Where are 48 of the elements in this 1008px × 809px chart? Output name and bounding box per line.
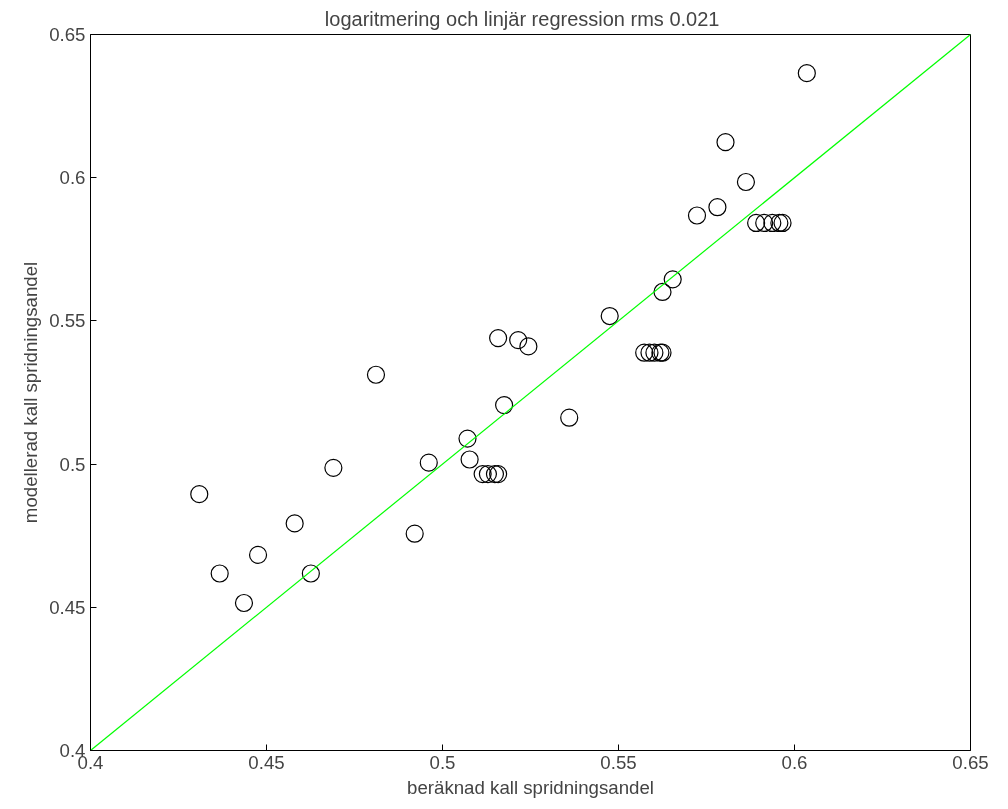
- point: [473, 465, 492, 484]
- chart-title: logaritmering och linjär regression rms 0.021: [324, 7, 720, 30]
- point: [405, 524, 424, 543]
- x-tick-label: 0.6: [781, 751, 808, 773]
- point: [478, 465, 498, 484]
- y-axis-title: modellerad kall spridningsandel: [20, 261, 42, 524]
- x-tick-label: 0.5: [429, 751, 456, 773]
- point: [645, 343, 664, 362]
- point: [519, 337, 538, 356]
- point: [663, 270, 682, 289]
- point: [324, 458, 343, 477]
- point: [687, 206, 707, 225]
- point: [190, 485, 209, 504]
- x-tick-label: 0.65: [952, 751, 989, 773]
- point: [736, 172, 756, 192]
- y-tick-label: 0.45: [49, 596, 86, 618]
- y-tick-label: 0.55: [49, 310, 86, 332]
- point: [755, 213, 774, 233]
- point: [797, 64, 816, 83]
- x-tick-label: 0.55: [600, 751, 637, 773]
- point: [301, 564, 320, 583]
- point: [509, 331, 528, 350]
- y-tick-label: 0.5: [59, 453, 86, 475]
- point: [248, 545, 268, 564]
- point: [489, 465, 508, 484]
- point: [458, 429, 477, 448]
- point: [653, 282, 672, 302]
- point: [763, 213, 782, 233]
- point: [640, 343, 659, 362]
- point: [285, 514, 304, 533]
- point: [747, 213, 766, 233]
- point: [600, 306, 619, 326]
- point: [234, 593, 254, 613]
- y-tick-label: 0.6: [59, 167, 86, 189]
- point: [716, 133, 735, 152]
- point: [419, 453, 438, 472]
- point: [495, 396, 514, 415]
- point: [210, 564, 229, 583]
- x-tick-label: 0.45: [248, 751, 285, 773]
- point: [485, 465, 505, 484]
- point: [708, 198, 727, 217]
- point: [489, 329, 508, 348]
- y-tick-label: 0.65: [49, 24, 86, 45]
- point: [366, 365, 386, 384]
- x-axis-title: beräknad kall spridningsandel: [407, 776, 654, 798]
- point: [635, 343, 654, 362]
- point: [460, 450, 479, 469]
- point: [560, 408, 579, 427]
